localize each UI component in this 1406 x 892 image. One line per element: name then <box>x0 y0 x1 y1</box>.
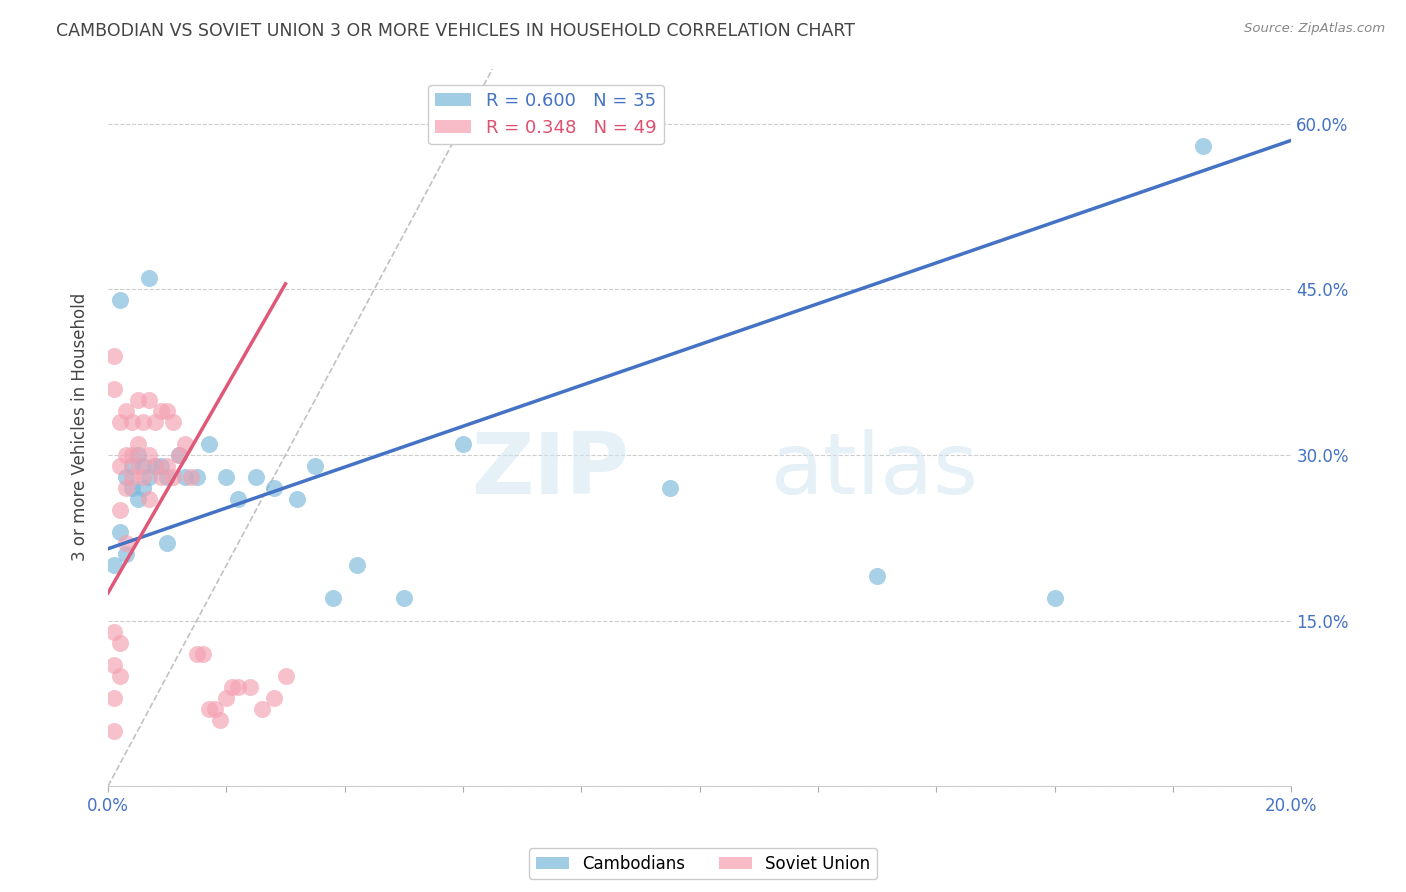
Point <box>197 437 219 451</box>
Point <box>186 647 208 661</box>
Point <box>659 481 682 495</box>
Point <box>304 458 326 473</box>
Point <box>204 702 226 716</box>
Point <box>132 470 155 484</box>
Text: ZIP: ZIP <box>471 429 628 512</box>
Point <box>108 525 131 540</box>
Text: CAMBODIAN VS SOVIET UNION 3 OR MORE VEHICLES IN HOUSEHOLD CORRELATION CHART: CAMBODIAN VS SOVIET UNION 3 OR MORE VEHI… <box>56 22 855 40</box>
Point <box>138 392 160 407</box>
Point <box>150 470 173 484</box>
Point <box>121 458 143 473</box>
Legend: Cambodians, Soviet Union: Cambodians, Soviet Union <box>529 848 877 880</box>
Point <box>138 271 160 285</box>
Point <box>156 470 179 484</box>
Point <box>103 723 125 738</box>
Point <box>143 458 166 473</box>
Point <box>250 702 273 716</box>
Point <box>114 448 136 462</box>
Point <box>156 458 179 473</box>
Point <box>392 591 415 606</box>
Point <box>127 437 149 451</box>
Point <box>114 547 136 561</box>
Point <box>108 635 131 649</box>
Point <box>191 647 214 661</box>
Point <box>127 392 149 407</box>
Point <box>138 470 160 484</box>
Point <box>103 558 125 573</box>
Point <box>103 624 125 639</box>
Point <box>322 591 344 606</box>
Point <box>114 481 136 495</box>
Point <box>103 382 125 396</box>
Point <box>239 680 262 694</box>
Point <box>143 458 166 473</box>
Point <box>103 349 125 363</box>
Point <box>132 415 155 429</box>
Point <box>132 481 155 495</box>
Point <box>114 470 136 484</box>
Point <box>114 404 136 418</box>
Point <box>121 470 143 484</box>
Point <box>285 492 308 507</box>
Point <box>263 690 285 705</box>
Point <box>138 492 160 507</box>
Point <box>103 657 125 672</box>
Point <box>127 448 149 462</box>
Point <box>180 470 202 484</box>
Point <box>215 470 238 484</box>
Text: Source: ZipAtlas.com: Source: ZipAtlas.com <box>1244 22 1385 36</box>
Point <box>121 481 143 495</box>
Point <box>866 569 889 583</box>
Point <box>127 458 149 473</box>
Y-axis label: 3 or more Vehicles in Household: 3 or more Vehicles in Household <box>72 293 89 561</box>
Point <box>274 669 297 683</box>
Point <box>226 680 249 694</box>
Point <box>121 448 143 462</box>
Point <box>138 448 160 462</box>
Point <box>108 503 131 517</box>
Point <box>215 690 238 705</box>
Point <box>221 680 243 694</box>
Point <box>156 536 179 550</box>
Point <box>121 415 143 429</box>
Point <box>1043 591 1066 606</box>
Point <box>209 713 232 727</box>
Point <box>143 415 166 429</box>
Point <box>108 669 131 683</box>
Point <box>226 492 249 507</box>
Point <box>127 492 149 507</box>
Point <box>108 415 131 429</box>
Point <box>1191 138 1213 153</box>
Point <box>174 470 197 484</box>
Text: atlas: atlas <box>770 429 979 512</box>
Point <box>108 293 131 308</box>
Point <box>162 470 184 484</box>
Legend: R = 0.600   N = 35, R = 0.348   N = 49: R = 0.600 N = 35, R = 0.348 N = 49 <box>427 85 664 145</box>
Point <box>156 404 179 418</box>
Point <box>162 415 184 429</box>
Point <box>150 458 173 473</box>
Point <box>245 470 267 484</box>
Point <box>167 448 190 462</box>
Point <box>103 690 125 705</box>
Point <box>451 437 474 451</box>
Point <box>150 404 173 418</box>
Point <box>346 558 368 573</box>
Point <box>174 437 197 451</box>
Point <box>108 458 131 473</box>
Point <box>263 481 285 495</box>
Point <box>197 702 219 716</box>
Point <box>114 536 136 550</box>
Point <box>167 448 190 462</box>
Point <box>132 458 155 473</box>
Point <box>186 470 208 484</box>
